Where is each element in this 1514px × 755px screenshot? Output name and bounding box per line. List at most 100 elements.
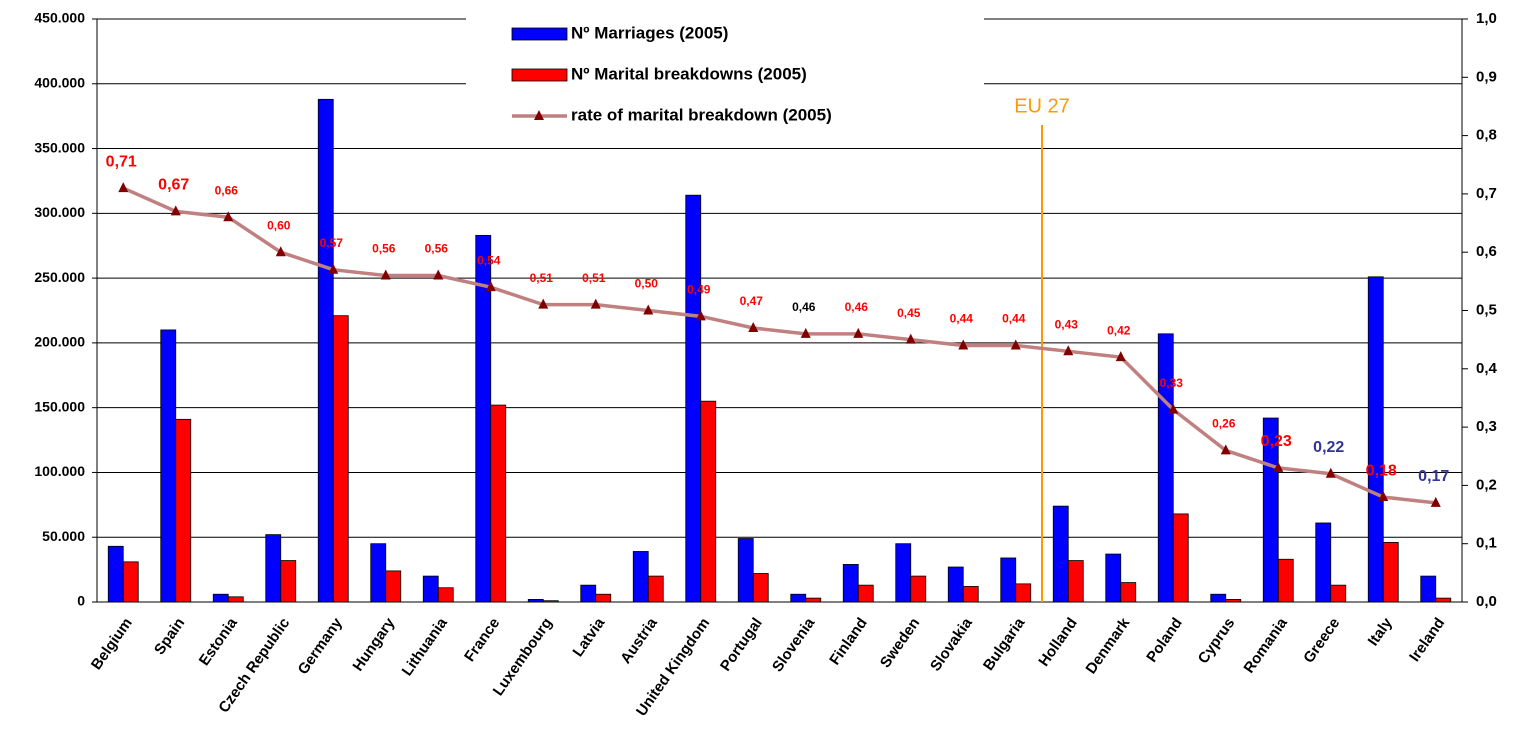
marker: [1220, 444, 1231, 455]
data-label: 0,45: [897, 306, 921, 320]
bar: [1367, 276, 1384, 603]
bar: [895, 543, 912, 603]
marker: [1378, 491, 1389, 502]
data-label: 0,54: [477, 253, 501, 267]
marker: [1430, 496, 1441, 507]
data-label: 0,51: [530, 271, 554, 285]
marker: [223, 211, 234, 222]
bar: [227, 596, 244, 603]
y-tick-label: 400.000: [34, 74, 85, 90]
x-tick-label: France: [461, 615, 503, 665]
bar: [842, 564, 859, 603]
y2-tick-label: 0,8: [1476, 127, 1497, 144]
y2-tick-label: 0,2: [1476, 476, 1497, 493]
x-tick-label: Estonia: [196, 614, 241, 669]
legend-label: rate of marital breakdown (2005): [571, 105, 832, 124]
bar: [1330, 584, 1347, 603]
data-label: 0,67: [158, 177, 189, 194]
bar: [385, 570, 402, 603]
data-label: 0,43: [1055, 317, 1079, 331]
data-label: 0,71: [106, 153, 137, 170]
marker: [485, 281, 496, 292]
data-label: 0,23: [1261, 433, 1292, 450]
marker: [328, 263, 339, 274]
y-tick-label: 50.000: [42, 528, 85, 544]
bar: [752, 573, 769, 603]
bar: [595, 593, 612, 603]
bar: [700, 400, 717, 603]
marker: [800, 327, 811, 338]
data-label: 0,22: [1313, 439, 1344, 456]
y2-tick-label: 0,1: [1476, 535, 1497, 552]
x-tick-label: Slovenia: [769, 614, 819, 675]
bar: [527, 599, 544, 603]
x-tick-label: Finland: [826, 615, 871, 668]
x-tick-label: Portugal: [717, 615, 766, 675]
x-tick-label: Italy: [1365, 614, 1397, 649]
bar: [947, 566, 964, 603]
data-label: 0,33: [1160, 376, 1184, 390]
marker: [275, 246, 286, 257]
marker: [695, 310, 706, 321]
bar: [107, 545, 124, 603]
bar: [1067, 560, 1084, 603]
data-label: 0,50: [635, 277, 659, 291]
marker: [380, 269, 391, 280]
data-label: 0,42: [1107, 323, 1131, 337]
y-tick-label: 150.000: [34, 398, 85, 414]
y2-tick-label: 1,0: [1476, 10, 1497, 27]
x-tick-label: Belgium: [88, 615, 136, 673]
marker: [853, 327, 864, 338]
data-label: 0,47: [740, 294, 764, 308]
data-label: 0,46: [845, 300, 869, 314]
bar: [332, 315, 349, 603]
data-label: 0,60: [267, 218, 291, 232]
x-tick-label: Latvia: [569, 614, 608, 660]
bar: [1315, 522, 1332, 603]
marker: [905, 333, 916, 344]
y-tick-label: 200.000: [34, 334, 85, 350]
bar: [370, 543, 387, 603]
bar: [265, 534, 282, 603]
data-label: 0,17: [1418, 468, 1449, 485]
bar: [580, 584, 597, 603]
marker: [958, 339, 969, 350]
y-tick-label: 100.000: [34, 463, 85, 479]
marker: [748, 321, 759, 332]
x-tick-label: Bulgaria: [980, 614, 1029, 673]
y2-tick-label: 0,6: [1476, 243, 1497, 260]
marker: [433, 269, 444, 280]
bar: [1105, 553, 1122, 603]
bar: [790, 593, 807, 603]
marker: [1063, 345, 1074, 356]
bar: [1435, 597, 1452, 603]
x-tick-label: Holland: [1035, 615, 1080, 670]
legend-swatch: [511, 27, 568, 41]
y2-tick-label: 0,7: [1476, 185, 1497, 202]
bar: [122, 561, 139, 603]
bar: [422, 575, 439, 603]
x-tick-label: Romania: [1241, 614, 1292, 676]
y-tick-label: 300.000: [34, 204, 85, 220]
bar: [160, 329, 177, 603]
x-tick-label: Ireland: [1406, 615, 1448, 665]
bar: [175, 418, 192, 603]
bar: [1000, 557, 1017, 603]
x-tick-label: Lithuania: [399, 614, 452, 679]
legend-swatch: [511, 68, 568, 82]
bar: [805, 597, 822, 603]
line: [122, 186, 1436, 505]
bar: [737, 538, 754, 603]
x-tick-label: Spain: [151, 615, 188, 658]
x-tick-label: Poland: [1143, 615, 1186, 666]
bar: [212, 593, 229, 603]
data-label: 0,66: [215, 183, 239, 197]
bar: [632, 551, 649, 603]
data-label: 0,56: [425, 242, 449, 256]
y2-tick-label: 0,0: [1476, 593, 1497, 610]
y-tick-label: 250.000: [34, 269, 85, 285]
y2-tick-label: 0,4: [1476, 360, 1498, 377]
marker: [1115, 351, 1126, 362]
data-label: 0,26: [1212, 417, 1236, 431]
